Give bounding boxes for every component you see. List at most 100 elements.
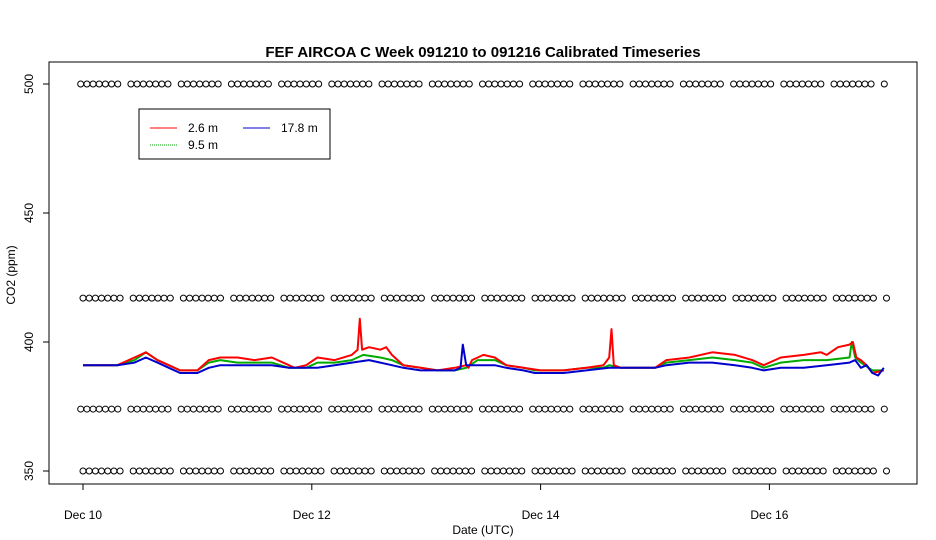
marker-point [606,467,614,475]
marker-point [855,80,863,88]
marker-point [296,405,304,413]
marker-point [202,80,210,88]
marker-point [512,294,520,302]
marker-point [730,80,738,88]
marker-point [95,405,103,413]
marker-point [529,80,537,88]
marker-point [315,405,323,413]
marker-point [417,294,425,302]
marker-point [738,294,746,302]
marker-point [98,294,105,302]
marker-point [638,467,646,475]
marker-point [236,467,244,475]
marker-point [660,405,668,413]
marker-point [629,405,637,413]
marker-point [267,467,275,475]
marker-point [230,467,238,475]
marker-point [788,294,796,302]
marker-point [254,294,262,302]
marker-point [330,467,338,475]
marker-point [587,467,595,475]
marker-point [836,405,844,413]
marker-point [730,405,738,413]
marker-point [706,467,714,475]
marker-point [305,294,313,302]
marker-point [248,467,256,475]
marker-point [455,294,463,302]
marker-point [190,80,197,88]
marker-point [529,405,537,413]
marker-point [441,80,449,88]
marker-point [830,405,838,413]
marker-point [748,80,756,88]
marker-point [77,405,85,413]
chart-title: FEF AIRCOA C Week 091210 to 091216 Calib… [265,44,700,61]
y-tick-label: 350 [22,461,36,481]
marker-point [340,405,348,413]
marker-point [461,467,469,475]
marker-point [246,80,254,88]
marker-point [343,467,350,475]
marker-point [839,467,846,475]
marker-point [698,80,706,88]
marker-point [179,294,187,302]
y-tick-label: 400 [22,332,36,352]
marker-point [399,294,407,302]
marker-point [148,294,156,302]
marker-point [616,80,624,88]
marker-point [79,467,87,475]
marker-point [763,467,771,475]
marker-point [581,467,589,475]
marker-point [585,80,593,88]
marker-point [503,80,511,88]
marker-point [830,80,838,88]
marker-point [547,405,555,413]
marker-point [428,80,436,88]
marker-point [139,80,147,88]
marker-point [252,80,260,88]
marker-point [114,405,122,413]
marker-point [518,467,526,475]
marker-point [284,80,292,88]
marker-point [788,467,796,475]
marker-point [214,405,222,413]
marker-point [267,294,275,302]
marker-point [805,405,812,413]
marker-point [566,80,574,88]
marker-point [85,294,93,302]
marker-layer [77,80,890,475]
marker-point [234,405,242,413]
marker-point [869,467,877,475]
marker-point [811,80,819,88]
marker-point [631,294,639,302]
plot-frame [48,61,918,485]
marker-point [547,80,555,88]
marker-point [491,80,499,88]
marker-point [116,467,124,475]
marker-point [240,80,248,88]
marker-point [516,80,524,88]
marker-point [77,80,85,88]
marker-point [349,467,357,475]
marker-point [190,405,197,413]
marker-point [509,80,517,88]
marker-point [531,294,539,302]
marker-point [780,405,788,413]
marker-point [642,80,649,88]
marker-point [449,467,457,475]
marker-point [692,405,700,413]
x-tick-label: Dec 14 [522,508,560,522]
marker-point [867,405,875,413]
marker-point [453,405,461,413]
marker-point [656,467,664,475]
marker-point [89,80,97,88]
marker-point [196,405,204,413]
marker-point [738,467,746,475]
marker-point [516,405,524,413]
marker-point [164,80,172,88]
marker-point [101,80,109,88]
marker-point [104,294,112,302]
marker-point [650,294,658,302]
marker-point [541,405,549,413]
marker-point [819,294,827,302]
